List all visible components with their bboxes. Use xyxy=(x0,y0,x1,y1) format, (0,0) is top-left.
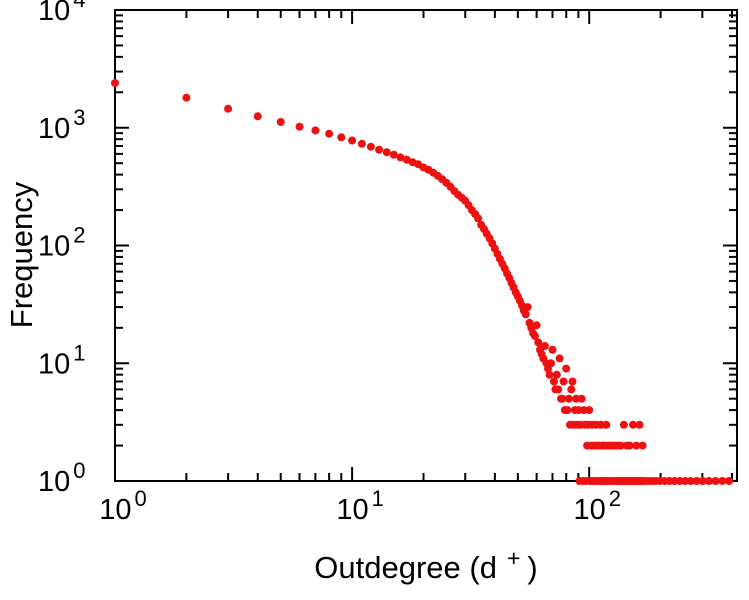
plot-border xyxy=(114,9,738,482)
data-point xyxy=(366,142,375,151)
y-tick-label: 10 2 xyxy=(38,223,86,263)
data-point xyxy=(563,406,572,415)
data-point xyxy=(585,406,594,415)
x-axis-title-close: ) xyxy=(527,550,537,585)
data-point xyxy=(111,79,119,87)
data-point xyxy=(562,364,571,373)
data-point xyxy=(550,377,558,386)
data-point xyxy=(577,394,586,403)
x-tick-label: 10 0 xyxy=(99,486,147,526)
plot-area: 100 101 102 100 101 102 103 104 xyxy=(38,0,738,526)
data-point xyxy=(681,477,690,485)
data-point xyxy=(555,354,564,363)
data-point xyxy=(616,441,625,450)
data-point xyxy=(311,126,320,135)
data-point xyxy=(540,342,549,350)
y-tick-label: 10 1 xyxy=(38,340,86,380)
data-point xyxy=(396,153,405,162)
data-point xyxy=(382,148,391,157)
data-point xyxy=(686,477,695,485)
data-point xyxy=(718,477,727,485)
data-point xyxy=(692,477,701,485)
data-point xyxy=(559,377,568,386)
data-point xyxy=(698,477,707,485)
y-tick-label: 10 0 xyxy=(38,458,86,498)
y-tick-label: 10 3 xyxy=(38,105,86,145)
data-point xyxy=(574,406,583,415)
data-point xyxy=(568,377,577,386)
data-point xyxy=(389,150,398,159)
data-point xyxy=(619,420,628,429)
data-point xyxy=(558,394,567,403)
x-axis-title: Outdegree (d +) xyxy=(314,545,537,585)
data-point xyxy=(276,118,285,126)
data-point xyxy=(357,139,366,148)
data-point xyxy=(567,385,576,394)
data-point xyxy=(638,441,647,450)
data-point xyxy=(705,477,713,485)
data-point xyxy=(348,136,357,145)
data-point xyxy=(547,359,555,368)
data-point xyxy=(325,129,334,138)
data-point xyxy=(523,303,532,312)
data-point xyxy=(521,310,530,319)
data-point xyxy=(182,93,191,102)
data-point xyxy=(337,133,346,142)
data-point xyxy=(552,370,561,379)
data-point xyxy=(564,394,573,403)
data-point xyxy=(572,394,581,403)
data-point xyxy=(725,477,734,485)
data-point xyxy=(545,370,554,379)
data-point xyxy=(532,321,541,330)
data-point xyxy=(530,332,539,341)
x-tick-label: 10 1 xyxy=(336,486,384,526)
data-point xyxy=(534,338,543,347)
data-point xyxy=(375,145,384,154)
data-point xyxy=(548,345,557,354)
y-axis-title: Frequency xyxy=(4,181,39,328)
x-axis-title-main: Outdegree (d xyxy=(314,550,497,585)
data-point xyxy=(629,420,637,429)
data-point xyxy=(602,420,611,429)
data-point xyxy=(554,385,563,394)
y-tick-label: 104 xyxy=(38,0,86,27)
data-point xyxy=(625,441,634,450)
data-point xyxy=(635,420,644,429)
data-point xyxy=(253,112,262,121)
data-point xyxy=(632,441,641,450)
data-point xyxy=(224,104,233,113)
x-tick-label: 10 2 xyxy=(573,486,621,526)
x-axis-title-superscript: + xyxy=(507,545,520,571)
data-point xyxy=(295,122,304,131)
data-point xyxy=(711,477,720,485)
data-point xyxy=(474,214,483,223)
